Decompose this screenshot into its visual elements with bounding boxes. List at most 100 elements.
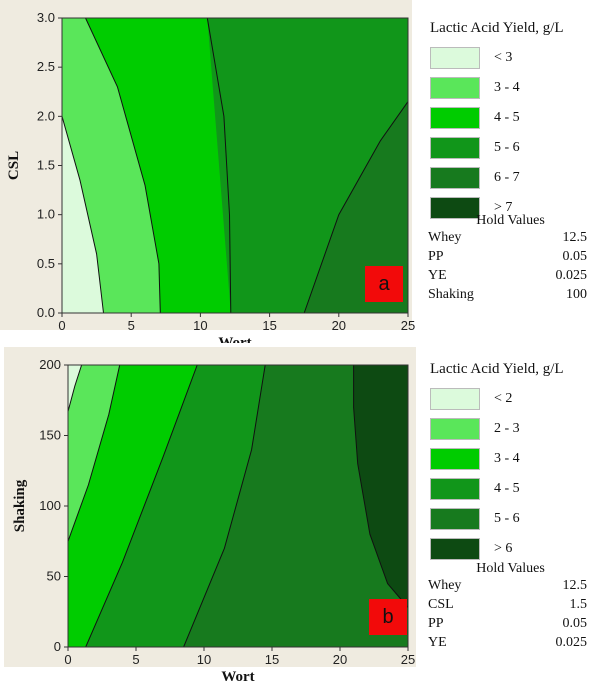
legend-item: < 3 <box>430 43 595 73</box>
legend-swatch <box>430 107 480 129</box>
contour-plot-a: 0 5 10 15 20 25 0.0 0.5 1.0 1.5 2.0 2.5 3.0 Wort CSL <box>0 0 415 343</box>
hold-value-number: 0.05 <box>562 249 588 264</box>
hold-value-row: CSL 1.5 <box>428 597 593 616</box>
contour-line <box>85 17 161 314</box>
y-tick-label: 1.0 <box>37 207 55 222</box>
contour-line <box>353 365 409 608</box>
x-tick-label: 10 <box>197 652 211 667</box>
x-tick-label: 5 <box>132 652 139 667</box>
y-tick-label: 0.5 <box>37 256 55 271</box>
contour-region <box>304 101 408 313</box>
hold-value-number: 100 <box>566 287 587 302</box>
legend-label: 4 - 5 <box>494 110 520 125</box>
legend-label: 4 - 5 <box>494 481 520 496</box>
contour-line <box>206 17 232 314</box>
contour-line <box>67 364 121 542</box>
legend-item: 6 - 7 <box>430 163 595 193</box>
y-tick-label: 0.0 <box>37 305 55 320</box>
legend-item: 2 - 3 <box>430 414 595 444</box>
hold-value-number: 0.025 <box>555 268 588 283</box>
y-tick-label: 1.5 <box>37 158 55 173</box>
legend-swatch <box>430 77 480 99</box>
hold-value-name: PP <box>428 616 444 631</box>
legend-swatch <box>430 478 480 500</box>
hold-value-name: Whey <box>428 230 462 245</box>
legend-swatch <box>430 197 480 219</box>
hold-value-row: PP 0.05 <box>428 249 593 268</box>
contour-region <box>68 365 198 647</box>
y-tick-label: 0 <box>54 639 61 654</box>
legend-label: 6 - 7 <box>494 170 520 185</box>
contour-region <box>85 18 231 313</box>
hold-value-name: Shaking <box>428 287 474 302</box>
y-tick-label: 50 <box>47 569 61 584</box>
x-tick-label: 20 <box>333 652 347 667</box>
y-tick-label: 150 <box>39 428 61 443</box>
contour-line <box>61 116 104 314</box>
contour-region <box>62 18 161 313</box>
legend-item: 3 - 4 <box>430 73 595 103</box>
x-tick-label: 25 <box>401 318 415 333</box>
y-tick-label: 100 <box>39 498 61 513</box>
hold-values-title: Hold Values <box>476 213 545 228</box>
contour-region <box>207 18 408 313</box>
hold-value-number: 0.025 <box>555 635 588 650</box>
hold-value-number: 12.5 <box>562 578 588 593</box>
legend-item: 4 - 5 <box>430 103 595 133</box>
contour-panel-b: 0 5 10 15 20 25 0 50 100 150 200 Wort Shaking b Lact… <box>0 343 597 686</box>
contour-line <box>183 364 266 648</box>
y-axis-label: CSL <box>6 151 22 180</box>
x-tick-label: 0 <box>58 318 65 333</box>
legend-b: Lactic Acid Yield, g/L < 2 2 - 3 3 - 4 4 - … <box>430 361 595 564</box>
legend-swatch <box>430 47 480 69</box>
y-tick-label: 2.0 <box>37 108 55 123</box>
legend-label: 5 - 6 <box>494 511 520 526</box>
contour-region <box>68 365 120 542</box>
contour-line <box>67 364 83 412</box>
legend-label: 3 - 4 <box>494 80 520 95</box>
legend-item: 4 - 5 <box>430 474 595 504</box>
legend-label: 2 - 3 <box>494 421 520 436</box>
legend-swatch <box>430 137 480 159</box>
contour-region <box>353 365 408 608</box>
legend-title: Lactic Acid Yield, g/L <box>430 20 564 36</box>
hold-values-title: Hold Values <box>476 561 545 576</box>
hold-value-name: CSL <box>428 597 454 612</box>
x-tick-label: 15 <box>265 652 279 667</box>
legend-item: > 6 <box>430 534 595 564</box>
legend-item: 3 - 4 <box>430 444 595 474</box>
hold-value-name: PP <box>428 249 444 264</box>
legend-item: > 7 <box>430 193 595 223</box>
hold-value-number: 0.05 <box>562 616 588 631</box>
legend-item: 5 - 6 <box>430 133 595 163</box>
legend-item: < 2 <box>430 384 595 414</box>
x-tick-label: 25 <box>401 652 415 667</box>
contour-panel-a: 0 5 10 15 20 25 0.0 0.5 1.0 1.5 2.0 2.5 3.0 Wort CSL a… <box>0 0 595 343</box>
legend-label: > 7 <box>494 200 513 215</box>
hold-value-row: YE 0.025 <box>428 635 593 654</box>
legend-item: 5 - 6 <box>430 504 595 534</box>
hold-value-row: Shaking 100 <box>428 287 593 306</box>
legend-title: Lactic Acid Yield, g/L <box>430 361 564 377</box>
x-tick-label: 15 <box>262 318 276 333</box>
legend-a: Lactic Acid Yield, g/L < 3 3 - 4 4 - 5 5 - … <box>430 20 595 223</box>
x-tick-label: 0 <box>64 652 71 667</box>
legend-label: > 6 <box>494 541 513 556</box>
y-tick-label: 200 <box>39 357 61 372</box>
hold-value-name: Whey <box>428 578 462 593</box>
legend-label: 5 - 6 <box>494 140 520 155</box>
hold-value-name: YE <box>428 268 447 283</box>
legend-swatch <box>430 388 480 410</box>
legend-label: < 2 <box>494 391 513 406</box>
y-tick-label: 2.5 <box>37 59 55 74</box>
contour-region <box>62 116 104 313</box>
panel-label-a: a <box>365 266 403 302</box>
hold-values-b: Hold Values Whey 12.5 CSL 1.5 PP 0.05 YE 0.025 <box>428 561 593 654</box>
hold-value-row: Whey 12.5 <box>428 230 593 249</box>
x-tick-label: 20 <box>332 318 346 333</box>
contour-line <box>85 364 198 648</box>
legend-swatch <box>430 538 480 560</box>
x-tick-label: 10 <box>193 318 207 333</box>
y-tick-label: 3.0 <box>37 10 55 25</box>
hold-value-name: YE <box>428 635 447 650</box>
